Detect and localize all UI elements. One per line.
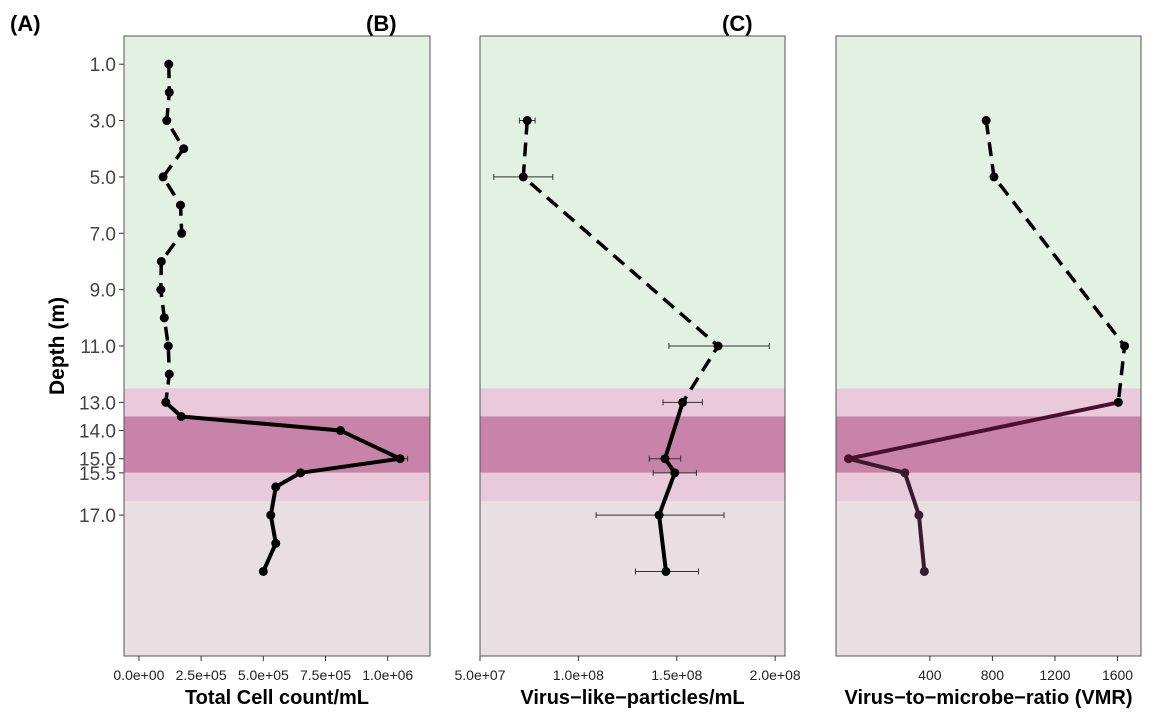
x-tick-label: 5.0e+07 [455,667,506,683]
panel-frame [835,35,1142,657]
series-line-dashed [984,120,1127,403]
data-point [844,454,854,464]
data-point [335,426,345,436]
depth-zone-band [480,388,785,417]
data-point [981,116,991,126]
y-axis-label: Depth (m) [46,297,69,395]
x-axis-label: Virus−like−particles/mL [520,687,744,709]
data-point [179,144,189,154]
data-point [271,482,281,492]
data-point [156,256,166,266]
data-point [161,397,171,407]
data-point [164,369,174,379]
data-point [162,116,172,126]
data-point [163,341,173,351]
x-tick-label: 800 [981,667,1005,683]
data-point [164,59,174,69]
data-point [900,468,910,478]
x-tick-label: 400 [918,667,942,683]
data-point [989,172,999,182]
y-tick-label: 15.5 [79,464,116,485]
panel-frame [479,35,786,657]
y-tick-label: 5.0 [90,168,116,189]
x-tick-label: 0.0e+00 [113,667,164,683]
depth-zone-band [836,472,1141,501]
series-line-solid [848,456,927,572]
data-point [678,397,688,407]
x-tick-label: 1.0e+08 [553,667,604,683]
depth-zone-band [480,472,785,501]
data-point [1113,397,1123,407]
data-point [518,172,528,182]
data-point [670,468,680,478]
data-point [914,510,924,520]
x-tick-label: 1600 [1102,667,1133,683]
x-tick-label: 1200 [1039,667,1070,683]
y-tick-label: 13.0 [79,393,116,414]
data-point [164,87,174,97]
data-point [258,566,268,576]
series-line-dashed [521,120,720,404]
panel-a: (A) 0.0e+00 2.5e+05 5.0e+05 7.5e+05 1.0e+06 To… [10,11,431,709]
x-tick-label: 1.5e+08 [651,667,702,683]
y-tick-label: 7.0 [90,224,116,245]
y-tick-label: 11.0 [80,337,116,358]
panel-letter: (A) [10,11,41,36]
data-point [159,313,169,323]
data-point [660,454,670,464]
depth-zone-band [836,36,1141,389]
data-point [395,454,405,464]
data-point [522,116,532,126]
data-point [296,468,306,478]
data-point [177,228,187,238]
depth-zone-band [836,388,1141,417]
data-point [654,510,664,520]
depth-zone-band [836,501,1141,656]
data-point [919,566,929,576]
depth-zone-band [124,501,430,656]
x-tick-label: 2.5e+05 [176,667,227,683]
x-axis-label: Total Cell count/mL [185,687,369,709]
y-tick-label: 15.0 [79,450,116,471]
y-tick-label: 9.0 [90,281,116,302]
data-point [156,285,166,295]
data-point [271,538,281,548]
x-tick-label: 1.0e+06 [362,667,413,683]
y-tick-label: 1.0 [90,55,116,76]
depth-zone-band [480,36,785,389]
depth-zone-band [836,416,1141,473]
data-point [158,172,168,182]
panel-letter: (C) [722,11,753,36]
panel-b: (B) 5.0e+07 1.0e+08 1.5e+08 2.0e+08 Virus−lik… [366,11,801,709]
panel-frame [123,35,431,657]
y-tick-label: 3.0 [90,112,116,133]
data-point [175,200,185,210]
x-tick-label: 2.0e+08 [750,667,801,683]
x-tick-label: 5.0e+05 [238,667,289,683]
depth-zone-band [480,501,785,656]
depth-zone-band [124,36,430,389]
y-tick-label: 17.0 [79,506,116,527]
data-point [266,510,276,520]
data-point [176,411,186,421]
series-line-solid [848,400,1119,461]
x-axis-label: Virus−to−microbe−ratio (VMR) [844,687,1132,709]
data-point [713,341,723,351]
x-tick-label: 7.5e+05 [300,667,351,683]
panel-letter: (B) [366,11,397,36]
y-tick-label: 14.0 [79,422,116,443]
depth-zone-band [480,416,785,473]
panel-c: (C) 400 800 1200 1600 Virus−to−microbe−ratio … [722,11,1142,709]
data-point [1120,341,1130,351]
data-point [661,566,671,576]
